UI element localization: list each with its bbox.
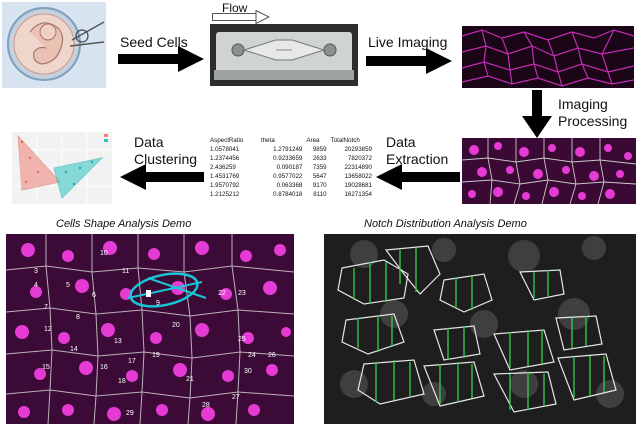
- arrow-right-2: [366, 48, 452, 74]
- cell-label: 27: [232, 394, 240, 401]
- cell-label: 18: [118, 378, 126, 385]
- seed-cells-label: Seed Cells: [120, 34, 188, 50]
- cell-label: 28: [202, 402, 210, 409]
- data-extraction-line1: Data: [386, 134, 416, 150]
- table-row: 1.2374456 0.9233659 2633 7820372: [210, 155, 372, 162]
- live-imaging-label: Live Imaging: [368, 34, 448, 50]
- cell-label: 14: [70, 346, 78, 353]
- cell-label: 10: [100, 250, 108, 257]
- cell-label: 4: [34, 282, 38, 289]
- flow-arrow: [212, 10, 270, 24]
- table-header-cell: Area: [306, 137, 320, 144]
- cell-label: 19: [152, 352, 160, 359]
- notch-demo-caption: Notch Distribution Analysis Demo: [364, 218, 527, 230]
- cell-label: 25: [238, 336, 246, 343]
- cell-label: 20: [172, 322, 180, 329]
- cell-label: 15: [42, 364, 50, 371]
- imaging-label-line2: Processing: [558, 113, 628, 129]
- flow-label: Flow: [222, 1, 248, 15]
- cell-label: 11: [122, 268, 130, 275]
- table-row: 1.0578041 1.2791249 9859 20293859: [210, 146, 372, 153]
- cell-label: 12: [44, 326, 52, 333]
- cell-label: 23: [238, 290, 246, 297]
- arrow-left-2: [120, 164, 204, 190]
- cell-label: 24: [248, 352, 256, 359]
- cell-label: 13: [114, 338, 122, 345]
- table-header-cell: TotalNotch: [330, 137, 360, 144]
- table-row: 1.4531769 0.9577022 5647 13658022: [210, 173, 372, 180]
- feature-table: AspectRatio theta Area TotalNotch 1.0578…: [208, 136, 374, 199]
- cell-label: 9: [156, 300, 160, 307]
- table-header-row: AspectRatio theta Area TotalNotch: [208, 136, 374, 145]
- cell-label: 29: [126, 410, 134, 417]
- live-imaging-image: [461, 26, 635, 88]
- table-header-cell: AspectRatio: [210, 137, 244, 144]
- cell-label: 21: [186, 376, 194, 383]
- notch-distribution-image: [324, 234, 636, 424]
- table-row: 1.9570792 0.063368 9170 19028681: [210, 182, 372, 189]
- cell-label: 6: [92, 292, 96, 299]
- cell-label: 3: [34, 268, 38, 275]
- embryo-image: [2, 2, 106, 88]
- data-clustering-line1: Data: [134, 134, 164, 150]
- cell-label: 17: [128, 358, 136, 365]
- imaging-label-line1: Imaging: [558, 96, 608, 112]
- cluster-plot: [4, 128, 116, 210]
- cell-label: 16: [100, 364, 108, 371]
- cell-label: 8: [76, 314, 80, 321]
- cell-label: 26: [268, 352, 276, 359]
- processed-image: [461, 138, 637, 205]
- table-row: 2.436259 0.090187 7359 22314890: [210, 164, 372, 171]
- flow-chip-image: [210, 24, 358, 86]
- arrow-left-1: [376, 164, 460, 190]
- cell-label: 22: [218, 290, 226, 297]
- table-row: 1.2125212 0.8784018 8110 16271354: [210, 191, 372, 198]
- cell-label: 5: [66, 282, 70, 289]
- shape-demo-caption: Cells Shape Analysis Demo: [56, 218, 192, 230]
- cells-shape-image: 10 11 3 4 5 6 7 8 9 12 13 14 15 16 17 18…: [5, 234, 295, 425]
- cell-label: 7: [44, 304, 48, 311]
- data-clustering-line2: Clustering: [134, 151, 198, 167]
- table-header-cell: theta: [261, 137, 275, 144]
- cell-label: 30: [244, 368, 252, 375]
- arrow-down: [522, 90, 552, 138]
- data-extraction-line2: Extraction: [386, 151, 449, 167]
- arrow-right-1: [118, 46, 204, 72]
